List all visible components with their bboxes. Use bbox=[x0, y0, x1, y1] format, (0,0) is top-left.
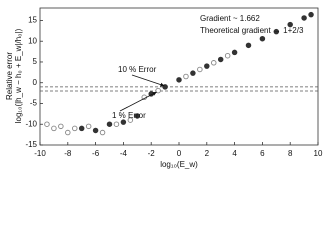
chart: log₁₀(E_w) Relative error log₁₀(|h_w − h… bbox=[5, 7, 323, 169]
data-point bbox=[120, 119, 127, 125]
x-tick-label: 6 bbox=[260, 149, 265, 158]
data-point bbox=[44, 121, 50, 127]
data-point bbox=[273, 28, 280, 35]
data-point bbox=[113, 121, 120, 127]
data-point bbox=[58, 123, 64, 130]
data-point bbox=[190, 70, 196, 76]
data-point bbox=[197, 66, 203, 73]
data-point bbox=[71, 125, 78, 132]
y-tick-label: 15 bbox=[28, 16, 37, 25]
data-point bbox=[85, 123, 92, 130]
y-tick-label: -15 bbox=[25, 140, 37, 149]
x-tick-label: -6 bbox=[92, 149, 100, 158]
x-tick-label: 0 bbox=[177, 149, 182, 158]
data-point bbox=[65, 129, 71, 136]
y-tick-label: 0 bbox=[33, 78, 38, 87]
x-tick-label: 8 bbox=[288, 149, 293, 158]
data-point bbox=[308, 11, 314, 18]
data-point bbox=[231, 49, 238, 56]
data-point bbox=[78, 125, 85, 132]
data-point bbox=[204, 63, 210, 69]
annotation: Theoretical gradient → 1+2/3 bbox=[200, 26, 304, 35]
data-point bbox=[183, 73, 189, 80]
data-point bbox=[217, 56, 224, 63]
page: log₁₀(E_w) Relative error log₁₀(|h_w − h… bbox=[5, 7, 323, 170]
x-tick-label: -2 bbox=[148, 149, 156, 158]
arrow bbox=[119, 91, 157, 112]
x-tick-label: -10 bbox=[34, 149, 46, 158]
annotation: 1 % Error bbox=[112, 111, 146, 120]
data-point bbox=[176, 77, 182, 83]
data-point bbox=[106, 121, 113, 127]
data-point bbox=[245, 42, 252, 49]
data-point bbox=[134, 113, 141, 119]
annotation: 10 % Error bbox=[118, 65, 157, 74]
data-point bbox=[224, 52, 231, 59]
data-point bbox=[127, 117, 134, 123]
y-axis-label: log₁₀(|h_w − h₀ + E_w|/h₀|) bbox=[14, 28, 23, 123]
y-tick-label: 10 bbox=[28, 36, 37, 45]
y-tick-label: -5 bbox=[30, 99, 38, 108]
data-point bbox=[287, 21, 293, 28]
data-point bbox=[210, 60, 217, 66]
data-point bbox=[51, 125, 57, 132]
x-tick-label: -8 bbox=[64, 149, 72, 158]
data-point bbox=[301, 15, 307, 21]
x-tick-label: -4 bbox=[120, 149, 128, 158]
x-tick-label: 2 bbox=[205, 149, 210, 158]
x-axis-label: log₁₀(E_w) bbox=[160, 160, 198, 169]
data-point bbox=[155, 87, 161, 94]
x-tick-label: 10 bbox=[314, 149, 323, 158]
y-axis-label: Relative error bbox=[5, 52, 14, 100]
y-tick-label: 5 bbox=[33, 57, 38, 66]
data-point bbox=[99, 129, 106, 136]
arrow bbox=[131, 74, 165, 87]
data-point bbox=[259, 35, 266, 42]
y-tick-label: -10 bbox=[25, 119, 37, 128]
annotation: Gradient ~ 1.662 bbox=[200, 14, 260, 23]
x-tick-label: 4 bbox=[232, 149, 237, 158]
data-point bbox=[92, 127, 99, 134]
